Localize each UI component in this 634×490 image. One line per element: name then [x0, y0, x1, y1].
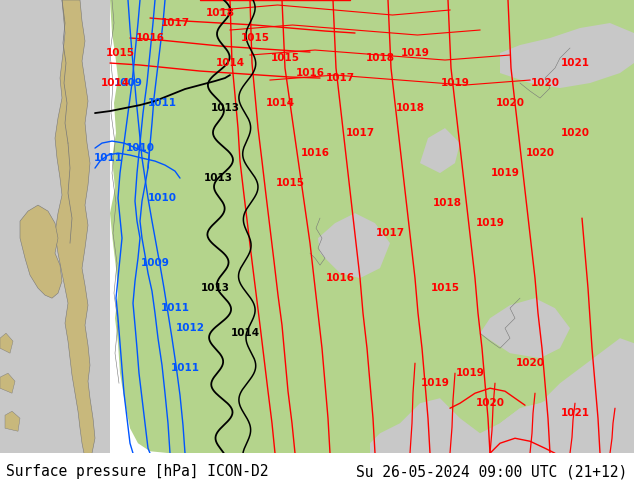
Text: 1019: 1019 [441, 78, 469, 88]
Text: 1013: 1013 [210, 103, 240, 113]
Text: 1019: 1019 [476, 218, 505, 228]
Text: 1021: 1021 [560, 58, 590, 68]
Text: 1012: 1012 [176, 323, 205, 333]
Text: 1011: 1011 [148, 98, 176, 108]
Text: 1018: 1018 [396, 103, 425, 113]
Text: 1017: 1017 [346, 128, 375, 138]
Text: 1014: 1014 [230, 328, 259, 338]
Text: 1020: 1020 [496, 98, 524, 108]
Text: 1019: 1019 [420, 378, 450, 388]
Text: 1017: 1017 [325, 73, 354, 83]
Text: 1019: 1019 [456, 368, 484, 378]
Text: 1014: 1014 [216, 58, 245, 68]
Text: 1018: 1018 [365, 53, 394, 63]
Text: 1019: 1019 [401, 48, 429, 58]
Text: 1018: 1018 [432, 198, 462, 208]
Text: 1014: 1014 [266, 98, 295, 108]
Text: 1009: 1009 [113, 78, 143, 88]
Polygon shape [110, 0, 634, 453]
Text: 1019: 1019 [491, 168, 519, 178]
Text: 1015: 1015 [430, 283, 460, 293]
Polygon shape [420, 128, 460, 173]
Polygon shape [318, 213, 390, 278]
Text: 1020: 1020 [560, 128, 590, 138]
Text: 1009: 1009 [141, 258, 169, 268]
Text: 1020: 1020 [476, 398, 505, 408]
Text: 1016: 1016 [325, 273, 354, 283]
Text: 1010: 1010 [126, 143, 155, 153]
Text: 1020: 1020 [515, 358, 545, 368]
Text: 1016: 1016 [295, 68, 325, 78]
Polygon shape [490, 363, 634, 453]
Text: 1015: 1015 [276, 178, 304, 188]
Text: 1018: 1018 [205, 8, 235, 18]
Text: 1013: 1013 [200, 283, 230, 293]
Text: 1011: 1011 [171, 363, 200, 373]
Text: 1015: 1015 [240, 33, 269, 43]
Text: 1017: 1017 [160, 18, 190, 28]
Polygon shape [0, 373, 15, 393]
Text: 1016: 1016 [136, 33, 164, 43]
Text: 1011: 1011 [93, 153, 122, 163]
Text: Su 26-05-2024 09:00 UTC (21+12): Su 26-05-2024 09:00 UTC (21+12) [356, 464, 628, 479]
Polygon shape [0, 0, 110, 453]
Polygon shape [0, 333, 13, 353]
Text: 1011: 1011 [160, 303, 190, 313]
Polygon shape [480, 298, 570, 358]
Text: 1013: 1013 [204, 173, 233, 183]
Text: 1020: 1020 [531, 78, 559, 88]
Text: 1015: 1015 [105, 48, 134, 58]
Text: 1010: 1010 [148, 193, 176, 203]
Polygon shape [500, 23, 634, 88]
Text: Surface pressure [hPa] ICON-D2: Surface pressure [hPa] ICON-D2 [6, 464, 269, 479]
Polygon shape [20, 205, 62, 298]
Polygon shape [55, 0, 95, 453]
Text: 1021: 1021 [560, 408, 590, 418]
Text: 1016: 1016 [301, 148, 330, 158]
Polygon shape [5, 411, 20, 431]
Text: 1020: 1020 [526, 148, 555, 158]
Text: 1017: 1017 [375, 228, 404, 238]
Polygon shape [545, 338, 634, 453]
Polygon shape [370, 398, 560, 453]
Text: 1014: 1014 [100, 78, 129, 88]
Text: 1015: 1015 [271, 53, 299, 63]
